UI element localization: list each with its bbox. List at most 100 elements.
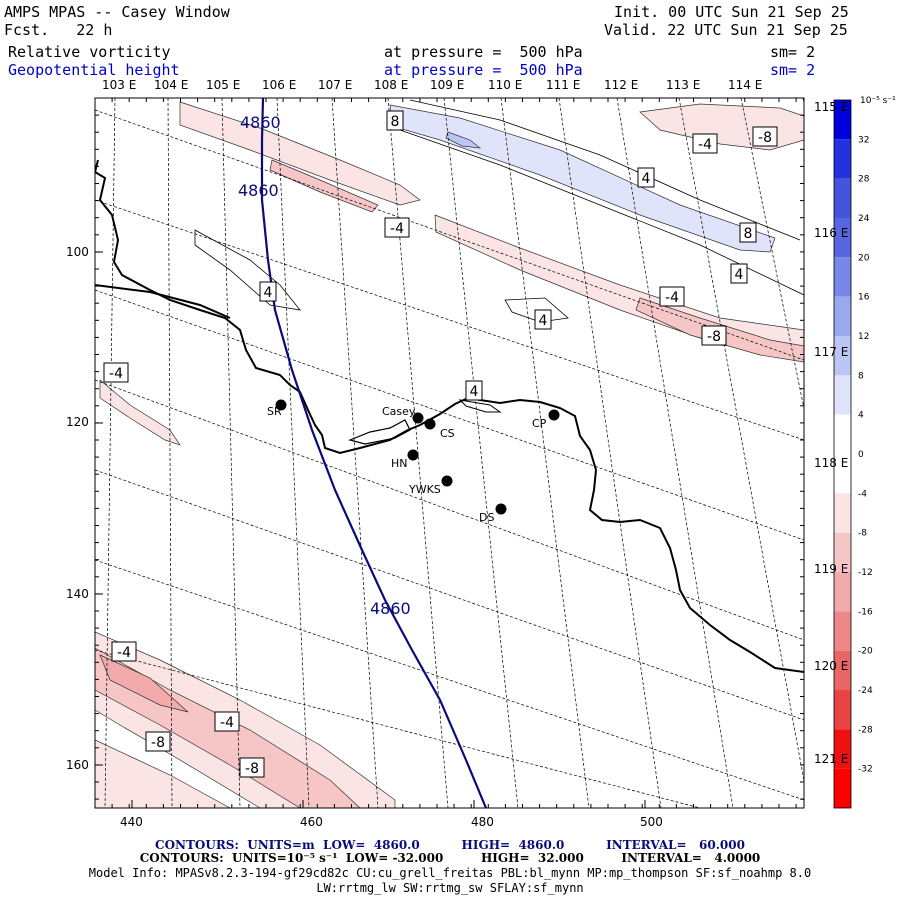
height-contour-info: CONTOURS: UNITS=m LOW= 4860.0 HIGH= 4860…: [155, 838, 745, 852]
vorticity-label-box: [534, 309, 552, 330]
longitude-gridline: [331, 98, 379, 808]
vorticity-fill-negative: [639, 103, 804, 151]
colorbar-swatch: [834, 178, 851, 218]
colorbar-label: 8: [858, 371, 864, 381]
vorticity-label-box: [386, 110, 404, 131]
lon-label: 113 E: [666, 78, 701, 92]
lon-label: 112 E: [604, 78, 639, 92]
lon-label: 114 E: [728, 78, 763, 92]
colorbar-label: 16: [858, 293, 870, 303]
vorticity-label-box: [145, 731, 171, 752]
field2-label: Geopotential height: [8, 61, 180, 79]
pressure2-label: at pressure = 500 hPa: [384, 61, 583, 79]
colorbar-swatch: [834, 690, 851, 730]
longitude-gridline: [276, 98, 310, 808]
y-tick-label: 160: [66, 758, 89, 772]
vorticity-label-box: [239, 757, 265, 778]
colorbar-label: 24: [858, 214, 870, 224]
longitude-gridline: [443, 98, 519, 808]
colorbar-swatch: [834, 100, 851, 140]
station-label: YWKS: [408, 483, 441, 496]
colorbar-unit: 10⁻⁵ s⁻¹: [860, 96, 896, 106]
colorbar-swatch: [834, 218, 851, 258]
lon-label: 106 E: [262, 78, 297, 92]
height-label: 4860: [238, 181, 279, 200]
longitude-gridline: [167, 98, 173, 808]
lat-label: 115 E: [814, 100, 849, 114]
lon-label: 108 E: [374, 78, 409, 92]
vorticity-contour-line: [399, 129, 804, 296]
station-marker: [412, 412, 424, 424]
coastline: [348, 419, 411, 445]
vorticity-fill-positive: [389, 104, 776, 253]
vorticity-label: 4: [735, 267, 744, 283]
y-tick-label: 100: [66, 245, 89, 259]
model-info-2: LW:rrtmg_lw SW:rrtmg_sw SFLAY:sf_mynn: [316, 881, 584, 895]
colorbar-label: 0: [858, 450, 864, 460]
latitude-gridline: [95, 379, 804, 641]
vorticity-label: -8: [707, 329, 721, 345]
vorticity-label: 8: [391, 114, 400, 130]
colorbar-label: -8: [858, 529, 867, 539]
longitude-gridline: [104, 98, 116, 808]
smooth2-label: sm= 2: [770, 61, 816, 79]
longitude-gridline: [558, 98, 662, 808]
lat-label: 116 E: [814, 226, 849, 240]
lon-label: 103 E: [102, 78, 137, 92]
lat-label: 118 E: [814, 456, 849, 470]
y-tick-label: 140: [66, 587, 89, 601]
station-label: DS: [479, 511, 494, 524]
smooth1-label: sm= 2: [770, 43, 816, 61]
colorbar-label: -32: [858, 765, 873, 775]
model-info: Model Info: MPASv8.2.3-194-gf29cd82c CU:…: [88, 866, 812, 880]
vorticity-label: -4: [665, 290, 679, 306]
colorbar-label: 28: [858, 175, 870, 185]
vorticity-contour-line: [194, 229, 301, 311]
vorticity-label-box: [259, 281, 277, 302]
station-marker: [441, 475, 453, 487]
colorbar-label: -16: [858, 607, 873, 617]
latitude-gridline: [95, 469, 804, 721]
colorbar-swatch: [834, 257, 851, 297]
lon-label: 107 E: [318, 78, 353, 92]
vorticity-fill-negative: [95, 631, 396, 808]
vorticity-label: -8: [758, 130, 772, 146]
vorticity-label-box: [465, 380, 483, 401]
longitude-gridline: [740, 98, 804, 411]
pressure1-label: at pressure = 500 hPa: [384, 43, 583, 61]
station-marker: [424, 418, 436, 430]
lat-label: 119 E: [814, 562, 849, 576]
colorbar-label: -24: [858, 686, 873, 696]
vorticity-label: 8: [744, 226, 753, 242]
vorticity-label-box: [730, 263, 748, 284]
x-tick-label: 460: [300, 815, 323, 829]
station-label: HN: [391, 457, 408, 470]
coastline: [458, 399, 502, 413]
colorbar-swatch: [834, 493, 851, 533]
height-contour-labels: 4860 4860 4860: [238, 113, 411, 618]
vorticity-label: -4: [220, 715, 234, 731]
vorticity-label: 4: [470, 384, 479, 400]
station-label: Casey: [382, 405, 416, 418]
colorbar-label: -28: [858, 725, 873, 735]
vorticity-contour-info: CONTOURS: UNITS=10⁻⁵ s⁻¹ LOW= -32.000 HI…: [139, 851, 761, 865]
vorticity-fill-positive: [445, 131, 482, 149]
station-marker: [548, 409, 560, 421]
vorticity-label: 4: [264, 285, 273, 301]
vorticity-label-box: [692, 133, 718, 154]
colorbar-frame: [833, 99, 852, 809]
colorbar-label: -12: [858, 568, 873, 578]
vorticity-fill-negative: [99, 654, 189, 713]
field1-label: Relative vorticity: [8, 43, 171, 61]
vorticity-label: -8: [245, 761, 259, 777]
colorbar-swatch: [834, 139, 851, 179]
lat-label: 117 E: [814, 345, 849, 359]
station-marker: [407, 449, 419, 461]
colorbar-label: 12: [858, 332, 869, 342]
valid-time: Valid. 22 UTC Sun 21 Sep 25: [604, 21, 848, 39]
vorticity-fill-negative: [95, 739, 231, 808]
lon-label: 105 E: [206, 78, 241, 92]
station-label: SR: [267, 405, 282, 418]
latitude-gridline: [95, 109, 804, 361]
